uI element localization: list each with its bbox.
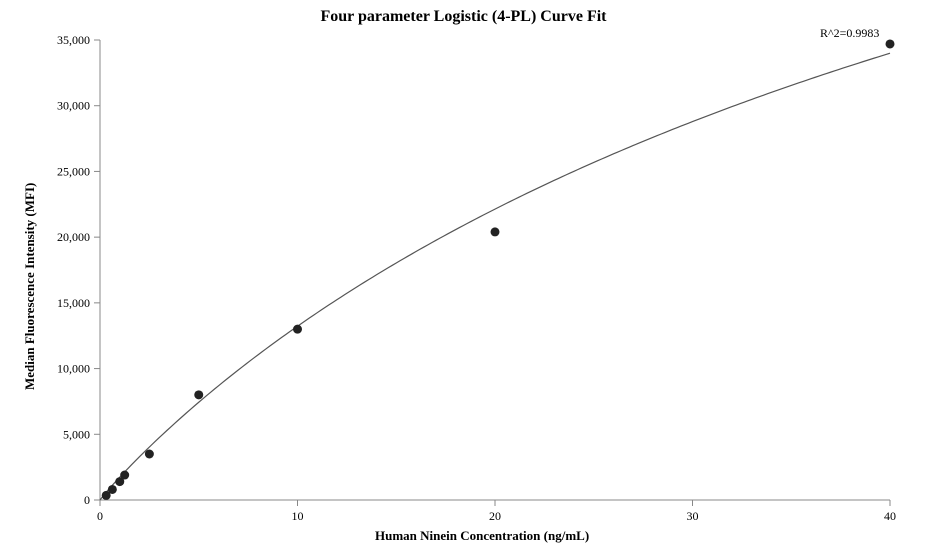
y-tick-label: 25,000 (57, 164, 90, 178)
chart-container: Four parameter Logistic (4-PL) Curve Fit… (0, 0, 927, 560)
y-tick-label: 30,000 (57, 99, 90, 113)
x-tick-label: 10 (292, 509, 304, 523)
y-tick-label: 0 (84, 493, 90, 507)
x-tick-label: 40 (884, 509, 896, 523)
x-tick-label: 20 (489, 509, 501, 523)
chart-svg: 0 5,000 10,000 15,000 20,000 25,000 30,000 35,0… (0, 0, 927, 560)
data-point (886, 39, 895, 48)
x-tick-label: 0 (97, 509, 103, 523)
data-point (491, 227, 500, 236)
data-point (194, 390, 203, 399)
y-tick-label: 35,000 (57, 33, 90, 47)
y-tick-label: 20,000 (57, 230, 90, 244)
data-point (293, 325, 302, 334)
y-tick-label: 5,000 (63, 427, 90, 441)
data-point (120, 471, 129, 480)
y-tick-label: 10,000 (57, 362, 90, 376)
y-tick-label: 15,000 (57, 296, 90, 310)
fit-curve (100, 53, 890, 500)
data-point (145, 450, 154, 459)
data-point (108, 485, 117, 494)
x-tick-label: 30 (687, 509, 699, 523)
